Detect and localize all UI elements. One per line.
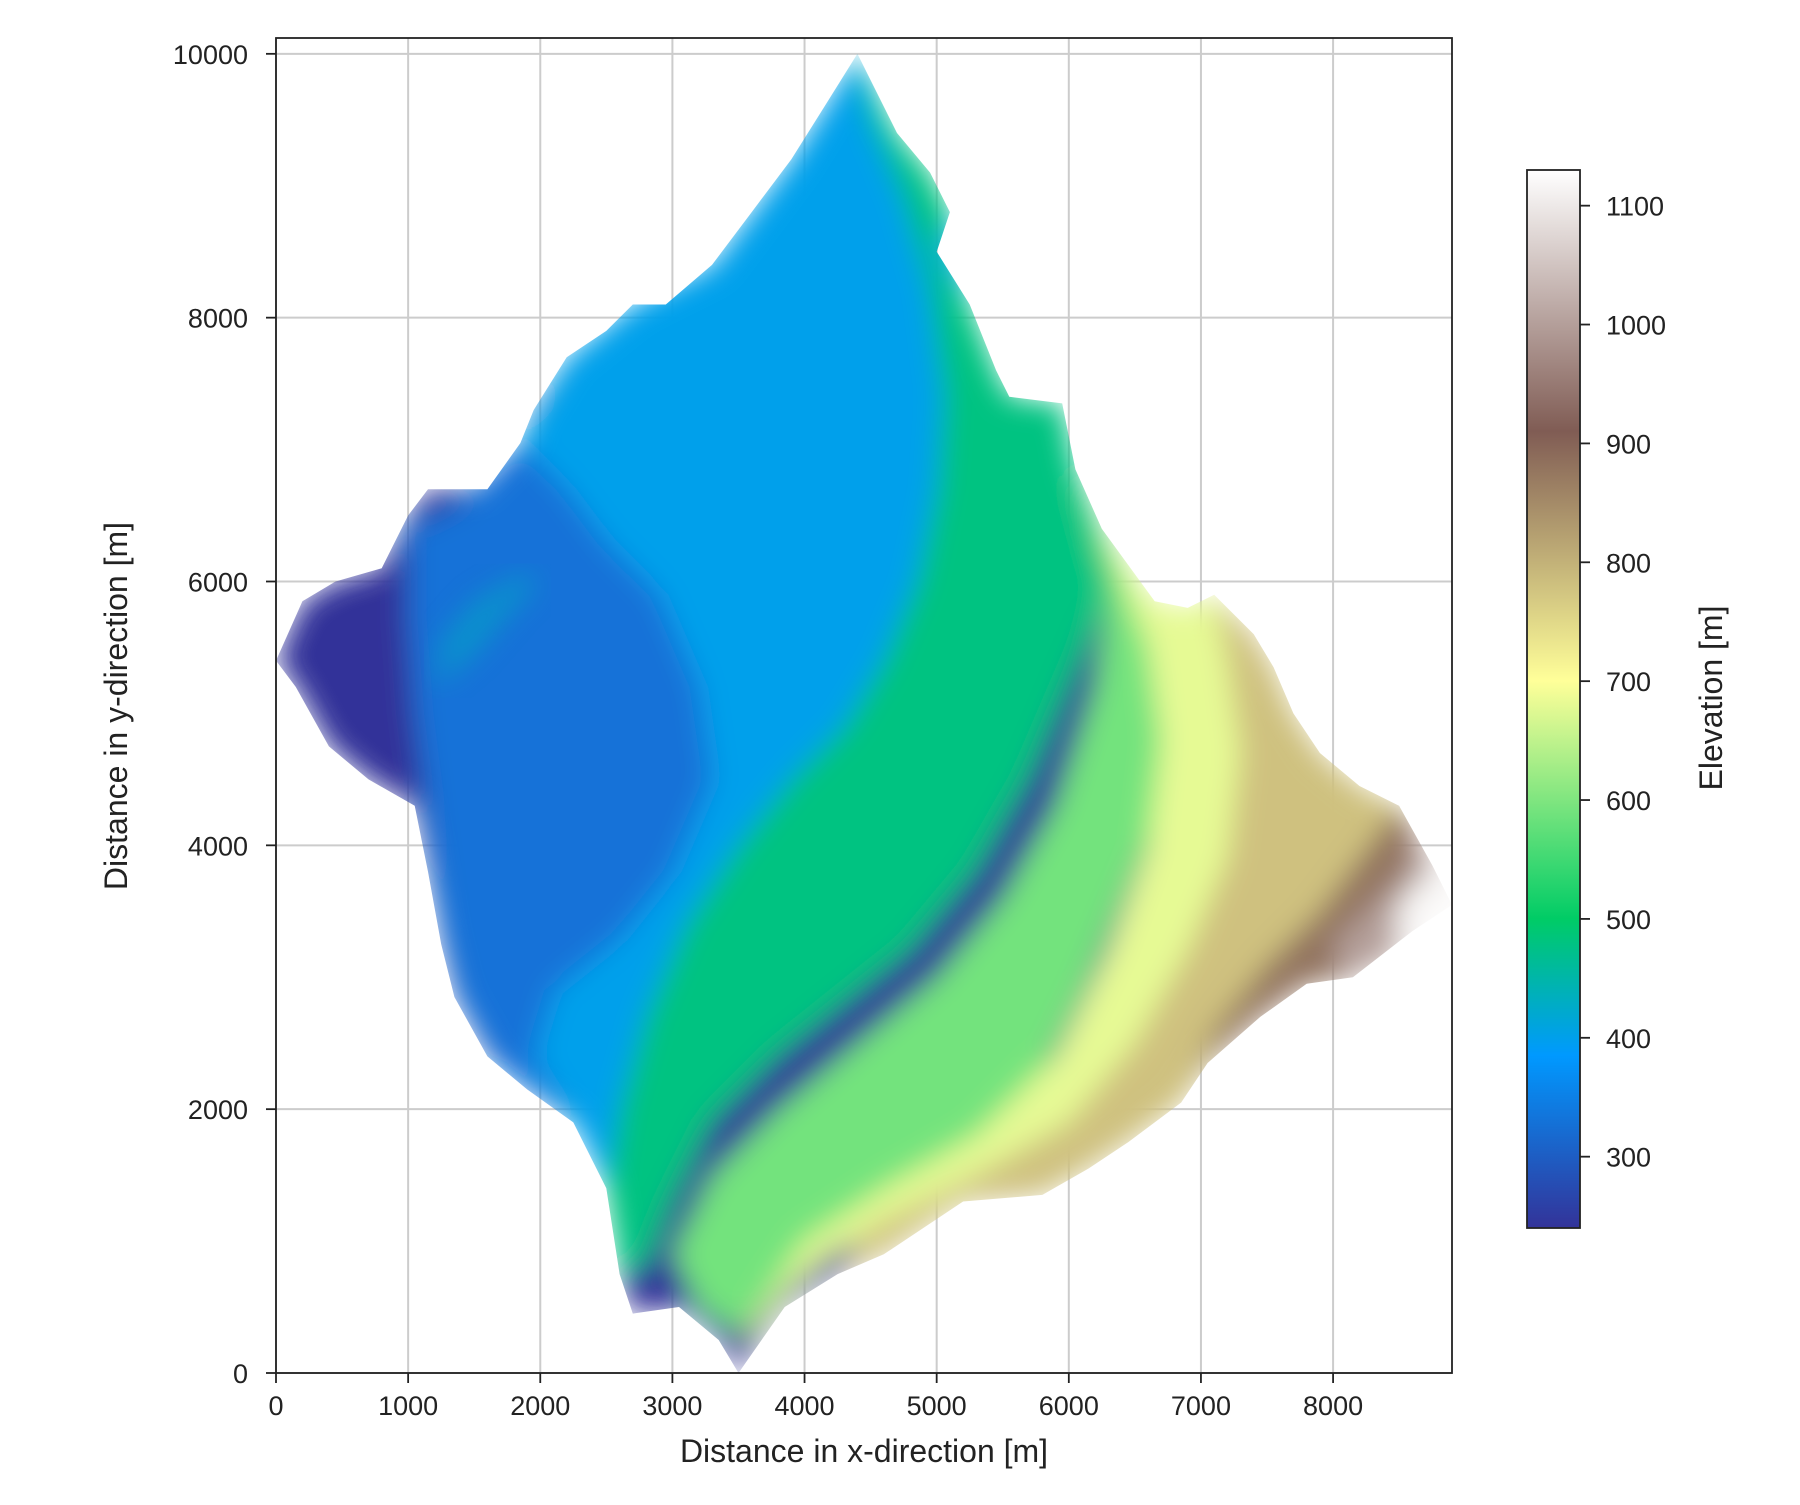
- x-tick-label: 6000: [1039, 1391, 1099, 1421]
- plot-frame: [275, 37, 1453, 1374]
- elevation-zone: [837, 594, 1433, 1275]
- x-tick-label: 8000: [1303, 1391, 1363, 1421]
- colorbar-tick-label: 700: [1606, 667, 1651, 697]
- colorbar-tick-label: 800: [1606, 548, 1651, 578]
- x-tick-label: 5000: [907, 1391, 967, 1421]
- colorbar-ticks: 300 400 500 600 700 800 900 1000 1100: [1580, 192, 1666, 1173]
- x-tick-label: 0: [268, 1391, 283, 1421]
- y-axis-ticks: 0 2000 4000 6000 8000 10000: [173, 40, 276, 1389]
- colorbar-tick-label: 1100: [1606, 192, 1664, 222]
- basin-rim: [434, 574, 541, 687]
- colorbar-tick-label: 600: [1606, 786, 1651, 816]
- y-tick-label: 10000: [173, 40, 248, 70]
- y-tick-label: 2000: [188, 1095, 248, 1125]
- elevation-zone: [1333, 832, 1452, 978]
- y-tick-label: 8000: [188, 304, 248, 334]
- elevation-zone: [1392, 865, 1452, 945]
- colorbar-gradient: [1526, 169, 1581, 1229]
- y-tick-label: 0: [233, 1359, 248, 1389]
- elevation-zone: [606, 53, 1109, 1275]
- x-tick-label: 3000: [642, 1391, 702, 1421]
- elevation-zone: [738, 528, 1294, 1354]
- x-tick-label: 7000: [1171, 1391, 1231, 1421]
- colorbar-tick-label: 300: [1606, 1143, 1651, 1173]
- x-axis-ticks: 0 1000 2000 3000 4000 5000 6000 7000 8000: [268, 1373, 1363, 1421]
- elevation-zone: [1187, 805, 1452, 1090]
- x-tick-label: 1000: [378, 1391, 438, 1421]
- y-tick-label: 4000: [188, 831, 248, 861]
- y-axis-label: Distance in y-direction [m]: [98, 522, 134, 890]
- elevation-zone: [520, 53, 1010, 1189]
- elevation-zone: [672, 469, 1215, 1334]
- colorbar-tick-label: 500: [1606, 905, 1651, 935]
- colorbar-label: Elevation [m]: [1693, 606, 1729, 791]
- x-tick-label: 4000: [775, 1391, 835, 1421]
- x-tick-label: 2000: [510, 1391, 570, 1421]
- colorbar-tick-label: 1000: [1606, 311, 1666, 341]
- colorbar-tick-label: 900: [1606, 429, 1651, 459]
- elevation-raster: [276, 53, 1452, 1373]
- colorbar-tick-label: 400: [1606, 1024, 1651, 1054]
- y-tick-label: 6000: [188, 567, 248, 597]
- x-axis-label: Distance in x-direction [m]: [680, 1433, 1048, 1469]
- elevation-zones: [276, 53, 1452, 1373]
- colorbar: 300 400 500 600 700 800 900 1000 1100 Elevation …: [1526, 169, 1729, 1229]
